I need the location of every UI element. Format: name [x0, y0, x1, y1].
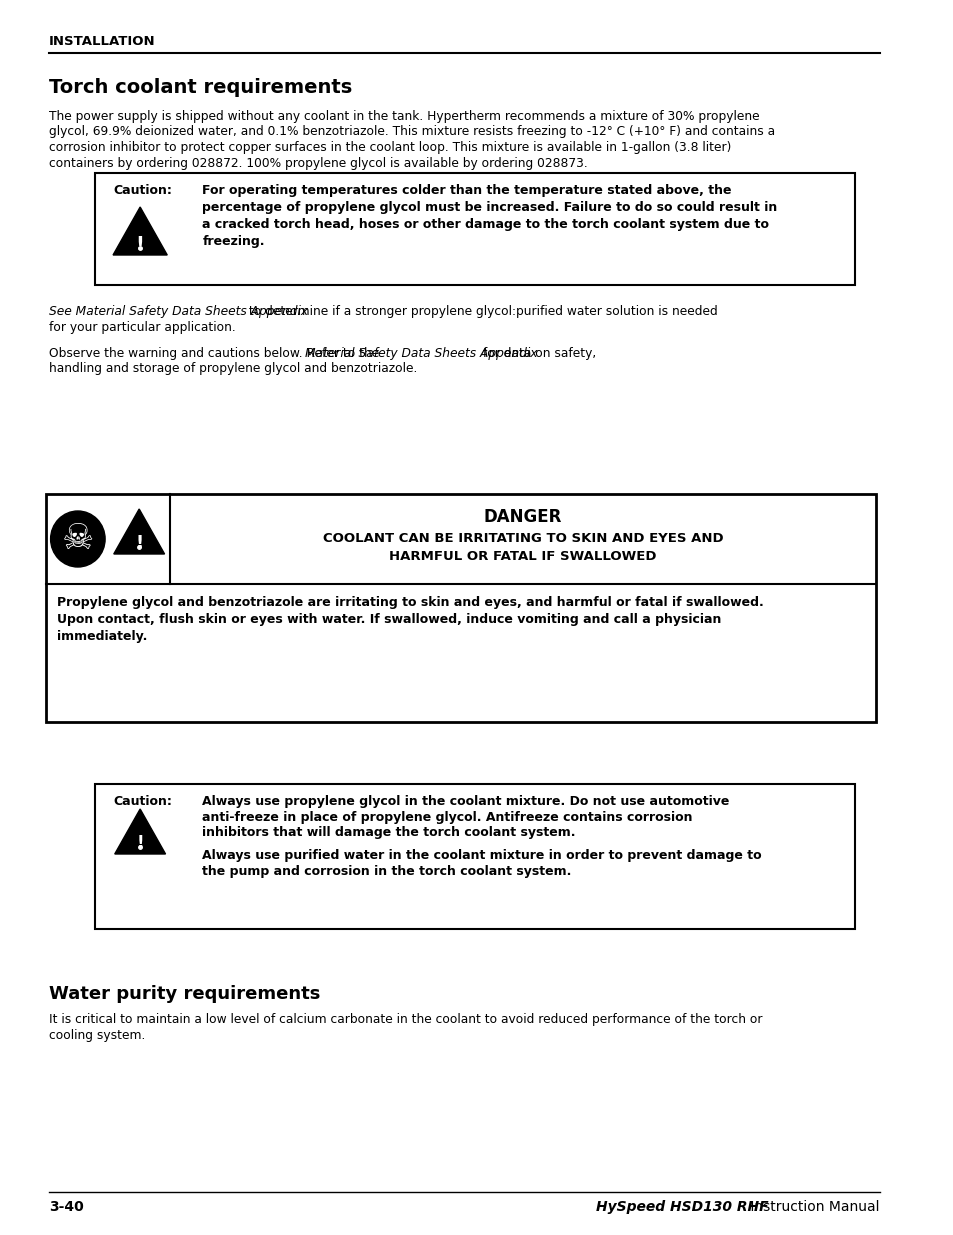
- Text: !: !: [135, 534, 143, 552]
- Text: HARMFUL OR FATAL IF SWALLOWED: HARMFUL OR FATAL IF SWALLOWED: [389, 550, 657, 563]
- Text: inhibitors that will damage the torch coolant system.: inhibitors that will damage the torch co…: [202, 826, 576, 839]
- Text: cooling system.: cooling system.: [49, 1029, 145, 1041]
- Circle shape: [51, 511, 105, 567]
- Text: Caution:: Caution:: [112, 795, 172, 808]
- Text: Material Safety Data Sheets Appendix: Material Safety Data Sheets Appendix: [305, 347, 537, 359]
- Text: Caution:: Caution:: [112, 184, 172, 198]
- Text: Torch coolant requirements: Torch coolant requirements: [49, 78, 352, 98]
- Polygon shape: [114, 809, 166, 853]
- Text: ☠: ☠: [62, 522, 94, 556]
- Text: Upon contact, flush skin or eyes with water. If swallowed, induce vomiting and c: Upon contact, flush skin or eyes with wa…: [57, 613, 721, 626]
- Text: Instruction Manual: Instruction Manual: [745, 1200, 879, 1214]
- Text: !: !: [136, 834, 144, 852]
- Text: Propylene glycol and benzotriazole are irritating to skin and eyes, and harmful : Propylene glycol and benzotriazole are i…: [57, 597, 763, 609]
- Text: Observe the warning and cautions below. Refer to the: Observe the warning and cautions below. …: [49, 347, 382, 359]
- Polygon shape: [113, 509, 165, 555]
- Text: It is critical to maintain a low level of calcium carbonate in the coolant to av: It is critical to maintain a low level o…: [49, 1013, 761, 1026]
- Text: anti-freeze in place of propylene glycol. Antifreeze contains corrosion: anti-freeze in place of propylene glycol…: [202, 810, 692, 824]
- Text: !: !: [135, 235, 145, 253]
- Text: containers by ordering 028872. 100% propylene glycol is available by ordering 02: containers by ordering 028872. 100% prop…: [49, 157, 587, 169]
- Bar: [46, 494, 875, 722]
- Text: Water purity requirements: Water purity requirements: [49, 986, 319, 1003]
- Text: to determine if a stronger propylene glycol:purified water solution is needed: to determine if a stronger propylene gly…: [245, 305, 718, 317]
- Text: corrosion inhibitor to protect copper surfaces in the coolant loop. This mixture: corrosion inhibitor to protect copper su…: [49, 141, 730, 154]
- Bar: [95, 173, 854, 285]
- Text: HySpeed HSD130 RHF: HySpeed HSD130 RHF: [596, 1200, 768, 1214]
- Text: Always use propylene glycol in the coolant mixture. Do not use automotive: Always use propylene glycol in the coola…: [202, 795, 729, 808]
- Text: For operating temperatures colder than the temperature stated above, the: For operating temperatures colder than t…: [202, 184, 731, 198]
- Text: Always use purified water in the coolant mixture in order to prevent damage to: Always use purified water in the coolant…: [202, 850, 761, 862]
- Text: immediately.: immediately.: [57, 630, 148, 643]
- Text: freezing.: freezing.: [202, 235, 265, 248]
- Text: a cracked torch head, hoses or other damage to the torch coolant system due to: a cracked torch head, hoses or other dam…: [202, 219, 769, 231]
- Text: percentage of propylene glycol must be increased. Failure to do so could result : percentage of propylene glycol must be i…: [202, 201, 777, 214]
- Text: COOLANT CAN BE IRRITATING TO SKIN AND EYES AND: COOLANT CAN BE IRRITATING TO SKIN AND EY…: [322, 532, 722, 545]
- Text: The power supply is shipped without any coolant in the tank. Hypertherm recommen: The power supply is shipped without any …: [49, 110, 759, 124]
- Text: glycol, 69.9% deionized water, and 0.1% benzotriazole. This mixture resists free: glycol, 69.9% deionized water, and 0.1% …: [49, 126, 774, 138]
- Text: the pump and corrosion in the torch coolant system.: the pump and corrosion in the torch cool…: [202, 864, 571, 878]
- Polygon shape: [113, 207, 167, 254]
- Text: for data on safety,: for data on safety,: [478, 347, 596, 359]
- Text: for your particular application.: for your particular application.: [49, 321, 235, 333]
- Text: handling and storage of propylene glycol and benzotriazole.: handling and storage of propylene glycol…: [49, 362, 416, 375]
- Text: See Material Safety Data Sheets Appendix: See Material Safety Data Sheets Appendix: [49, 305, 308, 317]
- Text: DANGER: DANGER: [483, 508, 561, 526]
- Text: INSTALLATION: INSTALLATION: [49, 35, 155, 48]
- Text: 3-40: 3-40: [49, 1200, 83, 1214]
- Bar: [95, 784, 854, 929]
